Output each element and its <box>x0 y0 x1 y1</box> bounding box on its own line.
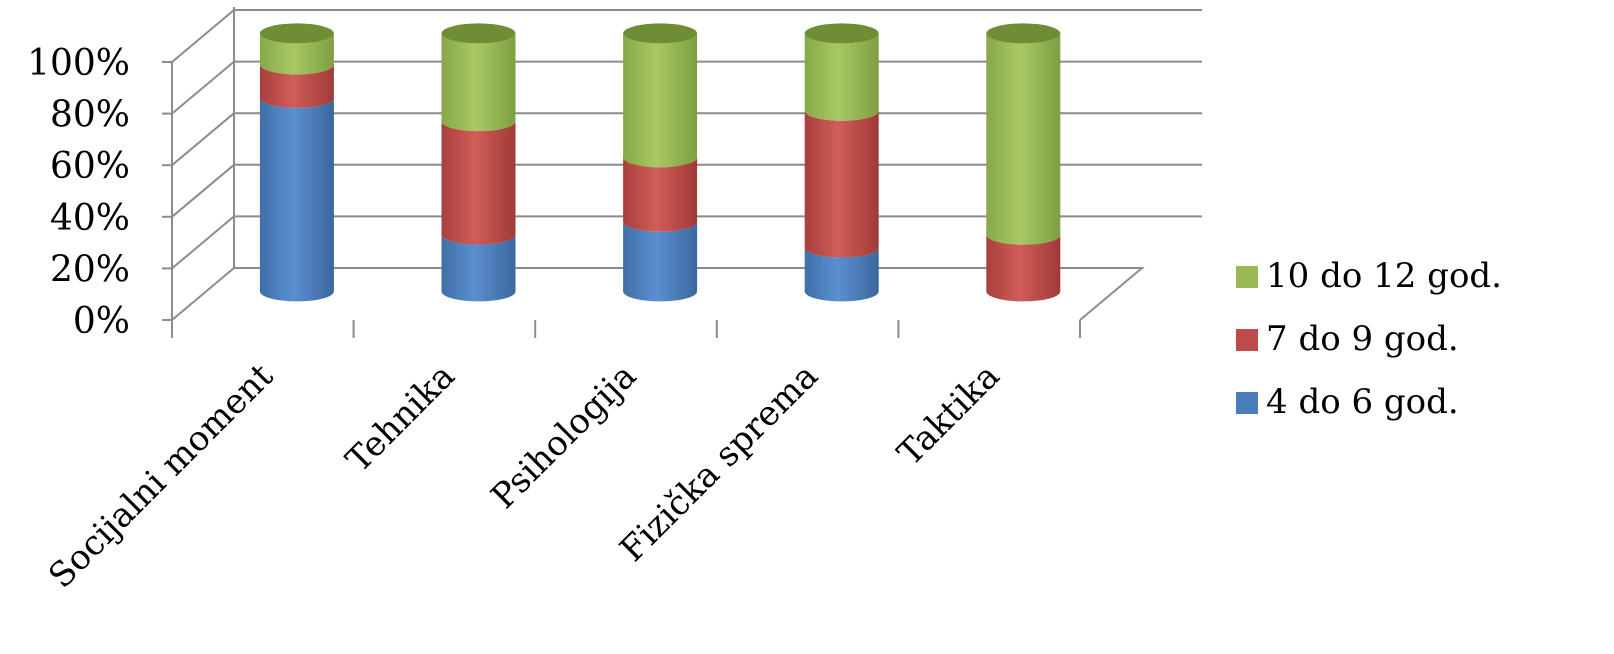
y-tick-label: 20% <box>50 249 130 290</box>
legend-swatch <box>1236 392 1258 414</box>
bar-segment <box>259 64 334 108</box>
bar-top-cap <box>623 23 698 44</box>
category-label: Tehnika <box>339 356 463 480</box>
category-label: Fizička sprema <box>612 356 826 570</box>
bar-segment <box>986 234 1061 302</box>
category-label: Taktika <box>890 356 1008 474</box>
legend-label: 10 do 12 god. <box>1266 256 1502 296</box>
bar-top-cap <box>804 23 879 44</box>
y-tick-label: 60% <box>50 146 130 187</box>
bar-segment <box>986 33 1061 245</box>
bar-top-cap <box>986 23 1061 44</box>
bar-top-cap <box>259 23 334 44</box>
chart-bars <box>259 23 1061 302</box>
category-labels: Socijalni moment Tehnika PsihologijaFizičk… <box>41 356 1008 596</box>
grid-diagonal <box>171 215 235 270</box>
bar-segment <box>259 33 334 75</box>
bar-segment <box>804 33 879 121</box>
bar-segment <box>623 221 698 302</box>
chart-axes: 0% 20% 40% 60% 80% 100% <box>27 7 1202 342</box>
legend-label: 7 do 9 god. <box>1266 319 1459 359</box>
y-tick-label: 100% <box>27 43 130 84</box>
legend-swatch <box>1236 329 1258 351</box>
bar-segment <box>441 234 516 302</box>
grid-diagonal <box>171 164 235 218</box>
legend-label: 4 do 6 god. <box>1266 382 1459 422</box>
bar-segment <box>441 121 516 245</box>
chart-legend: 10 do 12 god. 7 do 9 god. 4 do 6 god. <box>1236 256 1502 422</box>
bar-segment <box>623 33 698 168</box>
grid-diagonal <box>171 9 235 63</box>
grid-diagonal <box>171 60 235 115</box>
bar-segment <box>804 247 879 302</box>
bar-segment <box>441 33 516 132</box>
grid-diagonal <box>171 112 235 166</box>
bar-top-cap <box>441 23 516 44</box>
y-tick-label: 80% <box>50 95 130 136</box>
bar-segment <box>259 97 334 302</box>
category-label: Socijalni moment <box>41 356 281 596</box>
y-tick-label: 40% <box>50 198 130 239</box>
bar-segment <box>623 157 698 232</box>
legend-swatch <box>1236 266 1258 288</box>
y-tick-label: 0% <box>73 301 130 342</box>
category-label: Psihologija <box>484 356 645 517</box>
bar-segment <box>804 110 879 258</box>
